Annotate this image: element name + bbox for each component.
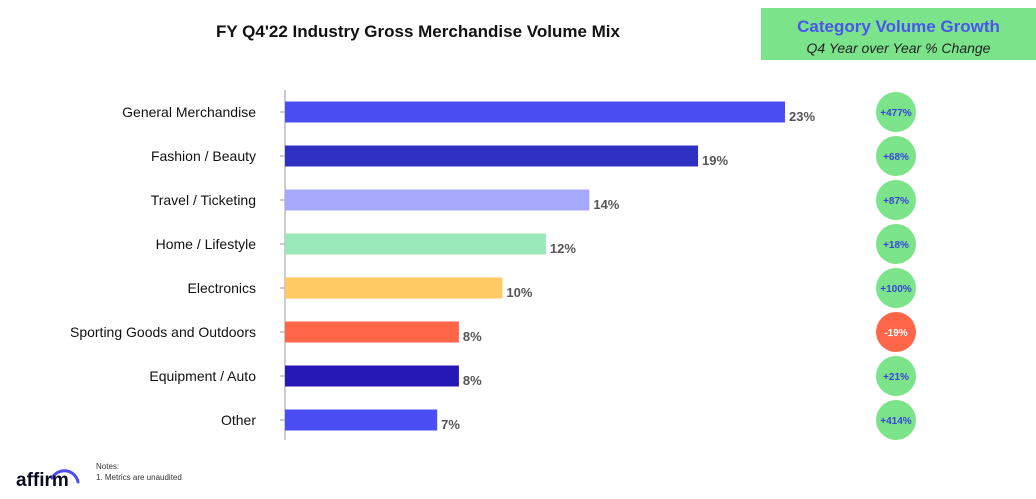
category-label: Fashion / Beauty — [151, 148, 256, 164]
notes: Notes: 1. Metrics are unaudited — [96, 461, 182, 483]
value-label: 23% — [789, 109, 815, 124]
value-label: 14% — [593, 197, 619, 212]
category-label: Other — [221, 412, 256, 428]
category-growth-header: Category Volume Growth Q4 Year over Year… — [761, 8, 1036, 60]
category-label: Home / Lifestyle — [156, 236, 257, 252]
growth-title: Category Volume Growth — [797, 17, 1000, 36]
growth-badge — [876, 224, 916, 264]
logo-text: affirm — [16, 470, 69, 491]
notes-heading: Notes: — [96, 462, 120, 471]
value-label: 12% — [550, 241, 576, 256]
category-label: Travel / Ticketing — [151, 192, 256, 208]
affirm-arc-icon — [50, 469, 80, 484]
growth-value: +68% — [883, 152, 909, 163]
value-label: 8% — [463, 373, 482, 388]
bar — [285, 409, 438, 431]
growth-badge — [876, 136, 916, 176]
category-label: General Merchandise — [122, 104, 256, 120]
growth-value: +414% — [880, 416, 912, 427]
growth-badge — [876, 92, 916, 132]
bar — [285, 233, 546, 255]
growth-badge — [876, 312, 916, 352]
growth-badge — [876, 180, 916, 220]
growth-subtitle: Q4 Year over Year % Change — [806, 40, 991, 56]
notes-line: 1. Metrics are unaudited — [96, 473, 182, 482]
value-label: 10% — [506, 285, 532, 300]
value-label: 19% — [702, 153, 728, 168]
growth-value: +18% — [883, 240, 909, 251]
chart-title: FY Q4'22 Industry Gross Merchandise Volu… — [216, 22, 620, 41]
growth-value: +21% — [883, 372, 909, 383]
bar — [285, 101, 785, 123]
value-label: 8% — [463, 329, 482, 344]
affirm-logo: affirm — [16, 462, 86, 494]
bar — [285, 277, 503, 299]
bar — [285, 145, 699, 167]
growth-value: +87% — [883, 196, 909, 207]
growth-value: -19% — [884, 328, 907, 339]
bar — [285, 321, 459, 343]
growth-value: +477% — [880, 108, 912, 119]
category-label: Electronics — [188, 280, 256, 296]
growth-badge — [876, 268, 916, 308]
value-label: 7% — [441, 417, 460, 432]
growth-badge — [876, 400, 916, 440]
bar — [285, 189, 590, 211]
category-label: Equipment / Auto — [149, 368, 256, 384]
growth-value: +100% — [880, 284, 912, 295]
bar — [285, 365, 459, 387]
growth-badge — [876, 356, 916, 396]
category-label: Sporting Goods and Outdoors — [70, 324, 256, 340]
